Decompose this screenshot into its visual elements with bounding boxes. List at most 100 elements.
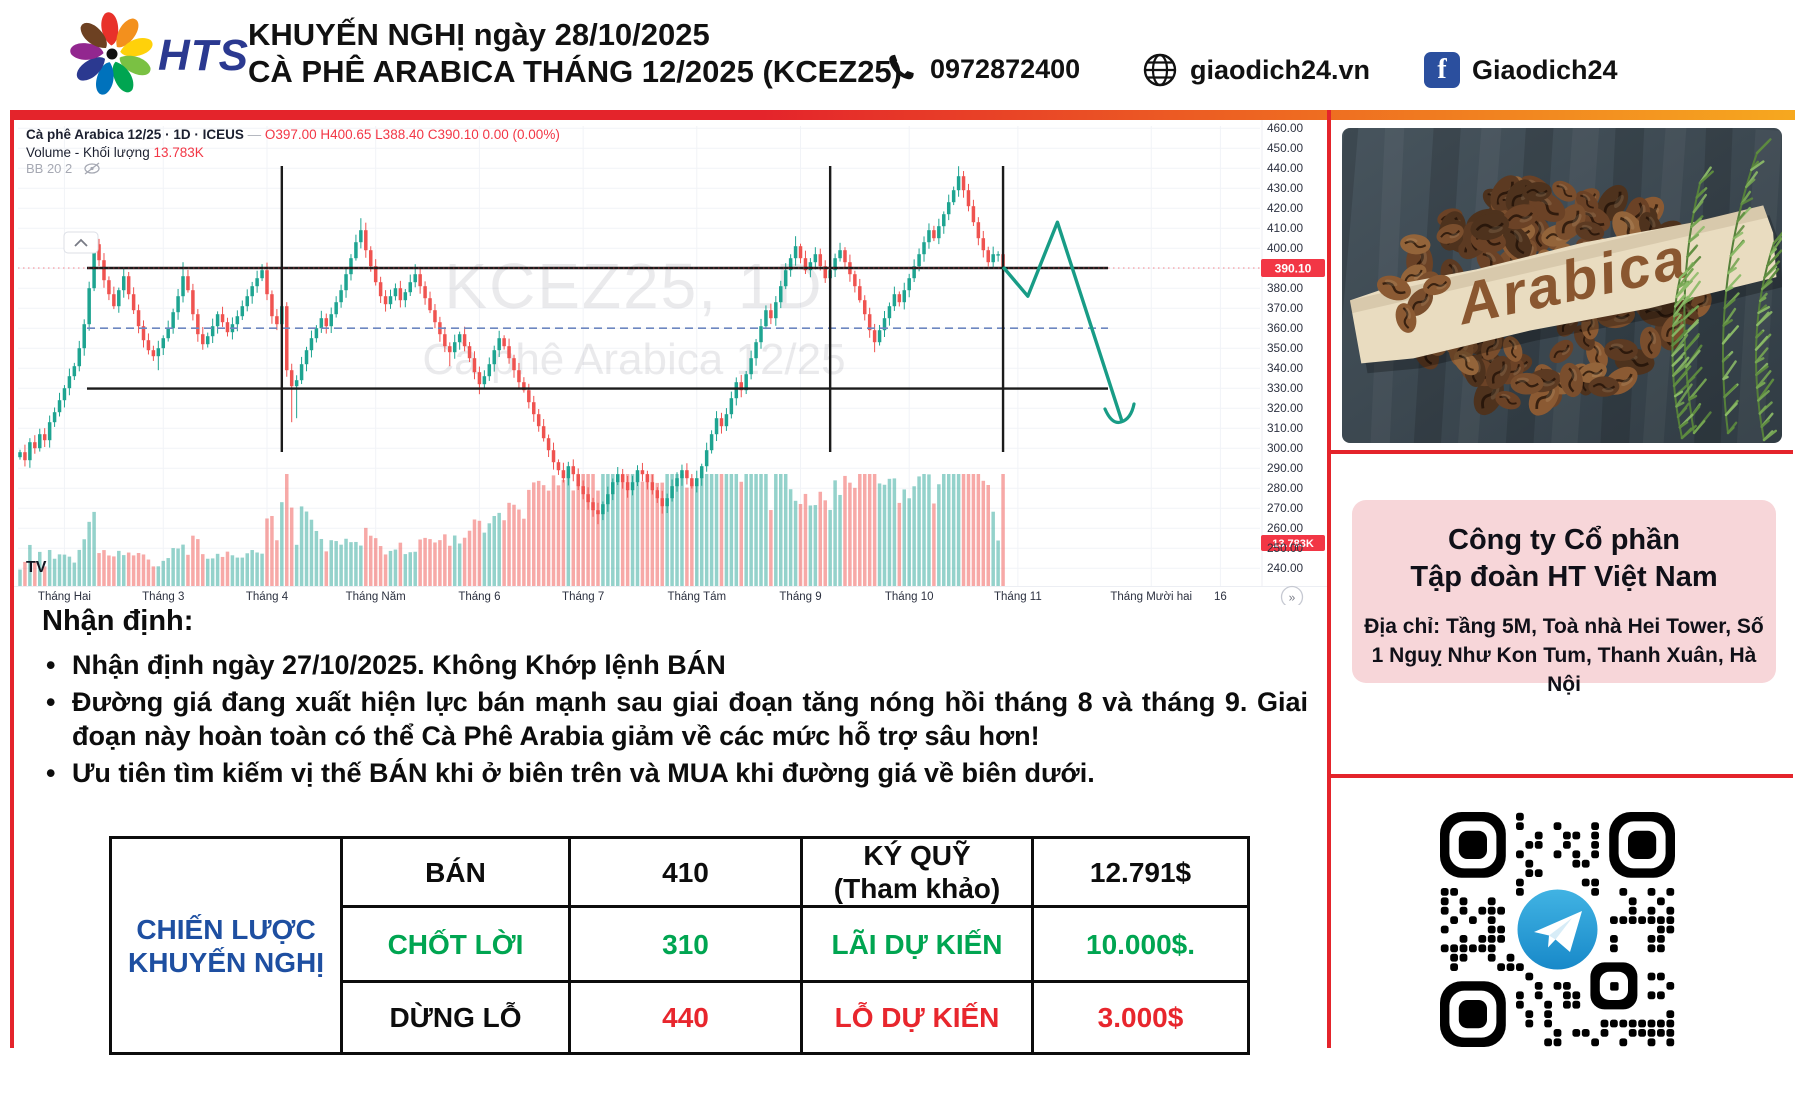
price-axis-label: 310.00	[1267, 421, 1304, 435]
price-axis-label: 260.00	[1267, 521, 1304, 535]
strategy-table: CHIẾN LƯỢC KHUYẾN NGHỊ BÁN 410 KÝ QUỸ (T…	[109, 836, 1250, 1055]
facebook-icon: f	[1424, 52, 1460, 88]
time-axis-label: Tháng Tám	[667, 591, 726, 603]
title-line2: CÀ PHÊ ARABICA THÁNG 12/2025 (KCEZ25)	[248, 54, 902, 89]
price-axis-label: 430.00	[1267, 181, 1304, 195]
cell-value-loss: 3.000$	[1031, 980, 1250, 1055]
analysis-bullet: Nhận định ngày 27/10/2025. Không Khớp lệ…	[42, 648, 1308, 682]
facebook-handle: Giaodich24	[1472, 54, 1618, 85]
chart-legend-indicator: BB 20 2	[26, 161, 72, 176]
svg-text:13.783K: 13.783K	[1272, 538, 1314, 550]
coffee-photo: Arabica	[1342, 128, 1782, 443]
svg-text:390.10: 390.10	[1275, 262, 1312, 276]
price-axis-label: 340.00	[1267, 361, 1304, 375]
company-address: Địa chỉ: Tầng 5M, Toà nhà Hei Tower, Số …	[1364, 615, 1764, 696]
price-axis-label: 460.00	[1267, 121, 1304, 135]
time-axis-label: Tháng 3	[142, 591, 184, 603]
price-axis-label: 440.00	[1267, 161, 1304, 175]
price-axis-label: 240.00	[1267, 561, 1304, 575]
collapse-pane-button[interactable]	[63, 231, 99, 254]
price-axis-label: 300.00	[1267, 441, 1304, 455]
cell-label-margin: KÝ QUỸ (Tham khảo)	[800, 836, 1034, 908]
frame-top-gradient	[14, 110, 1795, 120]
herb-sprig	[1671, 138, 1782, 442]
website-url: giaodich24.vn	[1190, 54, 1371, 85]
price-axis-label: 320.00	[1267, 401, 1304, 415]
company-name-line1: Công ty Cổ phần	[1448, 524, 1680, 556]
analysis-bullet: Ưu tiên tìm kiếm vị thế BÁN khi ở biên t…	[42, 756, 1308, 790]
projection-arrowhead	[1103, 402, 1136, 425]
table-row: CHIẾN LƯỢC KHUYẾN NGHỊ BÁN 410 KÝ QUỸ (T…	[109, 836, 1250, 1055]
analysis-bullet: Đường giá đang xuất hiện lực bán mạnh sa…	[42, 685, 1308, 753]
price-axis-label: 420.00	[1267, 201, 1304, 215]
phone-number: 0972872400	[930, 53, 1081, 84]
last-price-badge	[1261, 259, 1325, 277]
facebook-link[interactable]: f Giaodich24	[1424, 52, 1618, 88]
svg-text:»: »	[1289, 591, 1296, 605]
time-axis-label: 16	[1214, 591, 1227, 603]
cell-value-profit: 10.000$.	[1031, 905, 1250, 983]
analysis-list: Nhận định ngày 27/10/2025. Không Khớp lệ…	[42, 648, 1308, 790]
cell-label-loss: LỖ DỰ KIẾN	[800, 980, 1034, 1055]
qr-code	[1440, 812, 1675, 1047]
volume-badge	[1261, 535, 1325, 551]
time-axis-label: Tháng 9	[779, 591, 821, 603]
chart-legend-volume: Volume - Khối lượng 13.783K	[26, 145, 204, 160]
volume-bars	[18, 474, 1005, 586]
price-axis-label: 360.00	[1267, 321, 1304, 335]
analysis-section: Nhận định: Nhận định ngày 27/10/2025. Kh…	[42, 605, 1308, 793]
eye-off-icon[interactable]	[84, 162, 100, 175]
cell-value-margin: 12.791$	[1031, 836, 1250, 908]
time-axis-label: Tháng Hai	[38, 591, 91, 603]
website-link[interactable]: giaodich24.vn	[1142, 52, 1370, 88]
price-axis-label: 370.00	[1267, 301, 1304, 315]
price-axis-label: 290.00	[1267, 461, 1304, 475]
time-axis-label: Tháng Năm	[346, 591, 406, 603]
cell-action-tp: CHỐT LỜI	[340, 905, 571, 983]
time-axis-label: Tháng 4	[246, 591, 289, 603]
cell-price-sl: 440	[568, 980, 803, 1055]
analysis-heading: Nhận định:	[42, 605, 194, 637]
table-row: CHỐT LỜI 310 LÃI DỰ KIẾN 10.000$.	[111, 905, 1250, 983]
table-row: DỪNG LỖ 440 LỖ DỰ KIẾN 3.000$	[111, 980, 1250, 1055]
cell-action-sl: DỪNG LỖ	[340, 980, 571, 1055]
price-axis-label: 270.00	[1267, 501, 1304, 515]
phone-icon	[889, 54, 914, 80]
frame-divider-above-qr	[1331, 774, 1793, 778]
price-axis-label: 380.00	[1267, 281, 1304, 295]
title-line1: KHUYẾN NGHỊ ngày 28/10/2025	[248, 17, 710, 52]
strategy-label-cell: CHIẾN LƯỢC KHUYẾN NGHỊ	[109, 836, 343, 1055]
price-axis-label: 250.00	[1267, 541, 1304, 555]
frame-divider-under-photo	[1331, 450, 1793, 454]
cell-price-tp: 310	[568, 905, 803, 983]
price-axis-label: 400.00	[1267, 241, 1304, 255]
cell-price-ban: 410	[568, 836, 803, 908]
frame-vertical-divider	[1327, 110, 1331, 1048]
logo-text: HTS	[158, 31, 249, 80]
price-axis-label: 330.00	[1267, 381, 1304, 395]
time-axis-label: Tháng 7	[562, 591, 604, 603]
cell-action-ban: BÁN	[340, 836, 571, 908]
time-axis-label: Tháng 10	[885, 591, 934, 603]
price-axis-label: 280.00	[1267, 481, 1304, 495]
time-axis-label: Tháng 6	[458, 591, 500, 603]
price-axis-label: 450.00	[1267, 141, 1304, 155]
price-axis-label: 350.00	[1267, 341, 1304, 355]
price-axis-label: 410.00	[1267, 221, 1304, 235]
chart-legend-title: Cà phê Arabica 12/25 · 1D · ICEUS — O397…	[26, 127, 560, 142]
hts-logo: HTS	[70, 12, 249, 95]
frame-left-border	[10, 110, 14, 1048]
tradingview-logo: TV	[26, 559, 47, 576]
page-title: KHUYẾN NGHỊ ngày 28/10/2025 CÀ PHÊ ARABI…	[248, 16, 902, 90]
time-axis-label: Tháng Mười hai	[1110, 591, 1192, 603]
projection-arrow	[1001, 220, 1124, 421]
company-name-line2: Tập đoàn HT Việt Nam	[1410, 561, 1718, 593]
chart-watermark: KCEZ25, 1D	[444, 250, 823, 322]
cell-label-profit: LÃI DỰ KIẾN	[800, 905, 1034, 983]
scroll-recent-button[interactable]: »	[1280, 585, 1304, 606]
phone-link[interactable]: 0972872400	[884, 52, 1080, 86]
globe-icon	[1143, 53, 1177, 87]
company-info-box: Công ty Cổ phần Tập đoàn HT Việt Nam Địa…	[1352, 500, 1776, 696]
